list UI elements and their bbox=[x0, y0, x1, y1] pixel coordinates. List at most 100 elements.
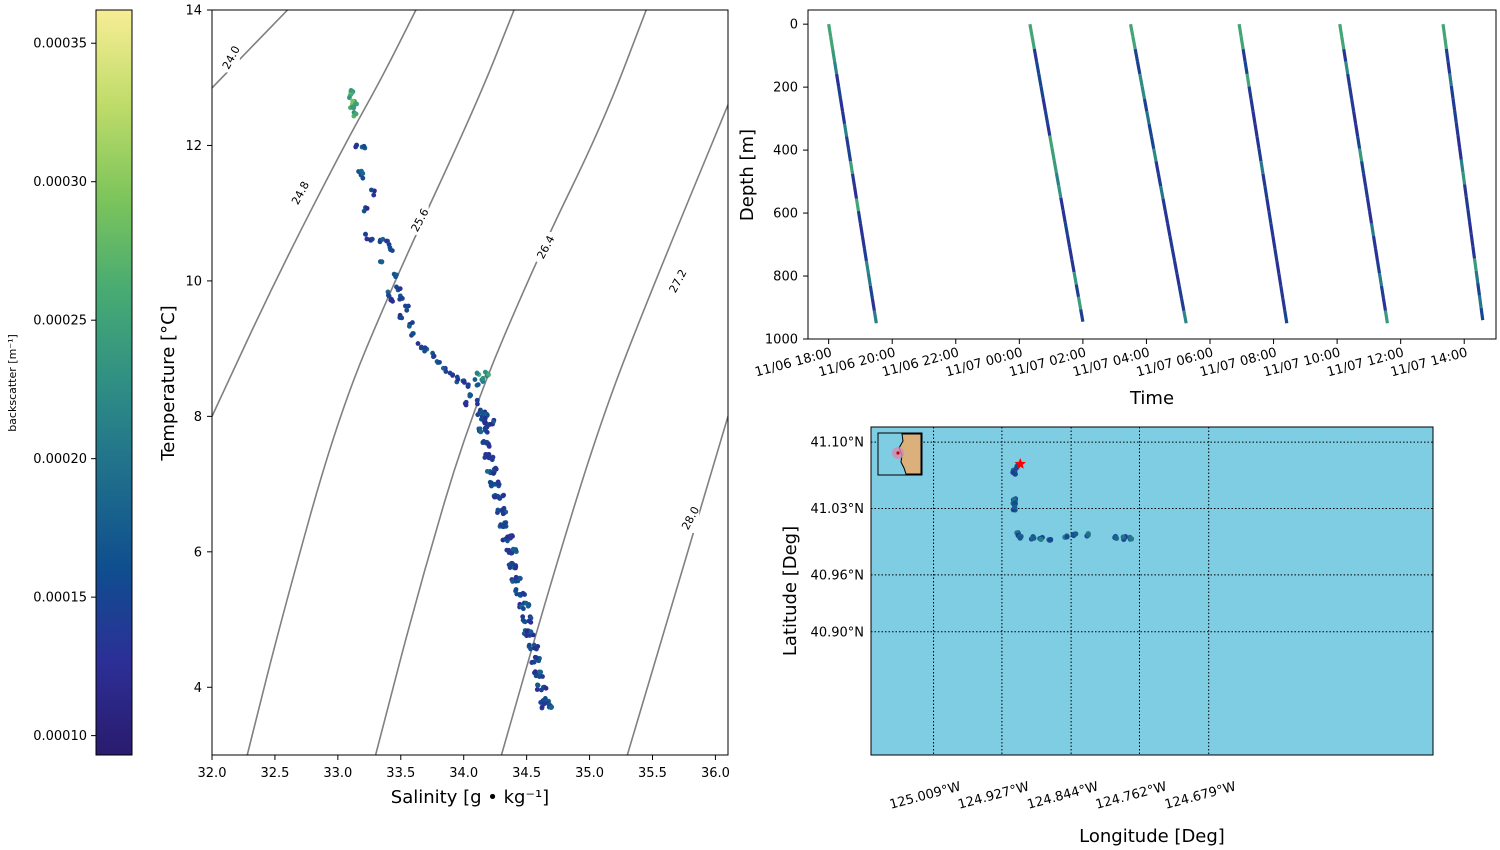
profile-segment bbox=[1142, 98, 1149, 112]
ts-point bbox=[474, 371, 480, 376]
ts-point bbox=[486, 372, 491, 378]
ts-point bbox=[538, 669, 544, 675]
profile-segment bbox=[838, 98, 845, 112]
track-point bbox=[1047, 537, 1054, 543]
profile-segment bbox=[829, 36, 835, 50]
profile-segment bbox=[1279, 285, 1285, 299]
map-x-tick-label: 124.762°W bbox=[1094, 779, 1169, 812]
profile-segment bbox=[1063, 222, 1070, 236]
ts-point bbox=[467, 392, 473, 397]
colorbar-tick-label: 0.00030 bbox=[33, 175, 87, 190]
ts-point bbox=[394, 284, 399, 290]
profile-segment bbox=[1052, 160, 1058, 174]
profile-segment bbox=[1356, 136, 1362, 150]
track-point bbox=[1064, 534, 1070, 540]
ts-point bbox=[431, 353, 437, 359]
profile-segment bbox=[1466, 208, 1472, 222]
glider-profiles bbox=[827, 23, 1485, 324]
ts-x-tick-label: 35.0 bbox=[575, 766, 604, 781]
ts-point bbox=[499, 507, 505, 513]
profile-segment bbox=[1479, 307, 1485, 321]
depth-y-label: Depth [m] bbox=[737, 129, 758, 221]
ts-point bbox=[491, 471, 496, 476]
track-point bbox=[1012, 504, 1018, 510]
profile-segment bbox=[1135, 61, 1142, 75]
depth-y-tick-label: 0 bbox=[790, 18, 798, 33]
ts-point bbox=[504, 547, 510, 553]
map-y-label: Latitude [Deg] bbox=[780, 526, 801, 656]
profile-segment bbox=[1265, 198, 1271, 212]
ts-x-tick-label: 33.5 bbox=[386, 766, 415, 781]
profile-segment bbox=[1247, 86, 1253, 100]
profile-segment bbox=[1257, 148, 1263, 162]
profile-segment bbox=[1474, 270, 1480, 284]
profile-segment bbox=[1239, 36, 1245, 50]
profile-segment bbox=[1030, 36, 1036, 50]
profile-segment bbox=[835, 73, 841, 87]
profile-segment bbox=[1472, 258, 1478, 271]
profile-segment bbox=[1068, 247, 1074, 260]
isopycnal-contours bbox=[212, 10, 728, 755]
profile-segment bbox=[1267, 210, 1273, 224]
profile-segment bbox=[1041, 98, 1047, 112]
ts-point bbox=[369, 236, 375, 242]
inset-map bbox=[877, 432, 923, 476]
map-x-tick-label: 124.844°W bbox=[1026, 779, 1101, 812]
profile-segment bbox=[1059, 197, 1065, 211]
colorbar-ticks: 0.00010 0.00015 0.00020 0.00025 0.00030 0.000… bbox=[33, 37, 96, 744]
ts-point bbox=[533, 673, 539, 679]
profile-segment bbox=[1283, 310, 1289, 324]
track-point bbox=[1085, 532, 1091, 538]
profile-segment bbox=[1048, 135, 1054, 149]
profile-segment bbox=[1340, 36, 1346, 50]
profile-segment bbox=[1152, 148, 1158, 162]
profile-segment bbox=[1350, 98, 1356, 112]
depth-x-label: Time bbox=[1129, 388, 1174, 409]
ts-point bbox=[534, 687, 540, 692]
profile-segment bbox=[850, 173, 857, 187]
ts-point bbox=[419, 344, 424, 350]
ts-point bbox=[497, 496, 503, 501]
profile-segment bbox=[1128, 23, 1135, 37]
profile-segment bbox=[870, 298, 876, 312]
map-axes-frame bbox=[870, 426, 1434, 756]
profile-segment bbox=[1177, 285, 1184, 299]
map-y-tick-label: 41.03°N bbox=[811, 502, 864, 517]
ts-point bbox=[478, 429, 484, 435]
profile-segment bbox=[1446, 60, 1452, 74]
ts-point bbox=[369, 187, 374, 193]
ts-point bbox=[354, 101, 359, 107]
ts-point bbox=[463, 399, 469, 405]
ts-point bbox=[475, 401, 480, 407]
ts-x-tick-label: 32.5 bbox=[260, 766, 289, 781]
map-x-tick-label: 124.927°W bbox=[956, 779, 1031, 812]
ts-point bbox=[526, 642, 532, 648]
glider-track bbox=[1010, 458, 1135, 543]
map-y-tick-label: 40.96°N bbox=[811, 568, 864, 583]
ts-point bbox=[492, 494, 498, 500]
profile-segment bbox=[1269, 223, 1275, 237]
profile-segment bbox=[1444, 48, 1450, 62]
profile-segment bbox=[872, 310, 878, 324]
colorbar-label: backscatter [m⁻¹] bbox=[6, 334, 19, 432]
ts-point bbox=[403, 303, 408, 309]
ts-point bbox=[480, 375, 486, 381]
ts-point bbox=[528, 646, 533, 652]
isopycnal-label-bg bbox=[536, 232, 555, 263]
profile-segment bbox=[1037, 73, 1043, 87]
profile-segment bbox=[856, 210, 863, 224]
isopycnal-line bbox=[212, 10, 417, 417]
profile-segment bbox=[1156, 173, 1163, 187]
profile-segment bbox=[1168, 235, 1174, 249]
ts-x-tick-label: 34.0 bbox=[449, 766, 478, 781]
ts-point bbox=[520, 590, 526, 596]
profile-segment bbox=[1456, 134, 1462, 148]
colorbar-tick-label: 0.00025 bbox=[33, 314, 87, 329]
ts-point bbox=[384, 238, 389, 244]
profile-segment bbox=[1057, 185, 1063, 198]
track-map: 125.009°W124.927°W124.844°W124.762°W124.… bbox=[780, 426, 1434, 847]
track-point bbox=[1010, 469, 1016, 476]
ts-point bbox=[482, 425, 488, 431]
